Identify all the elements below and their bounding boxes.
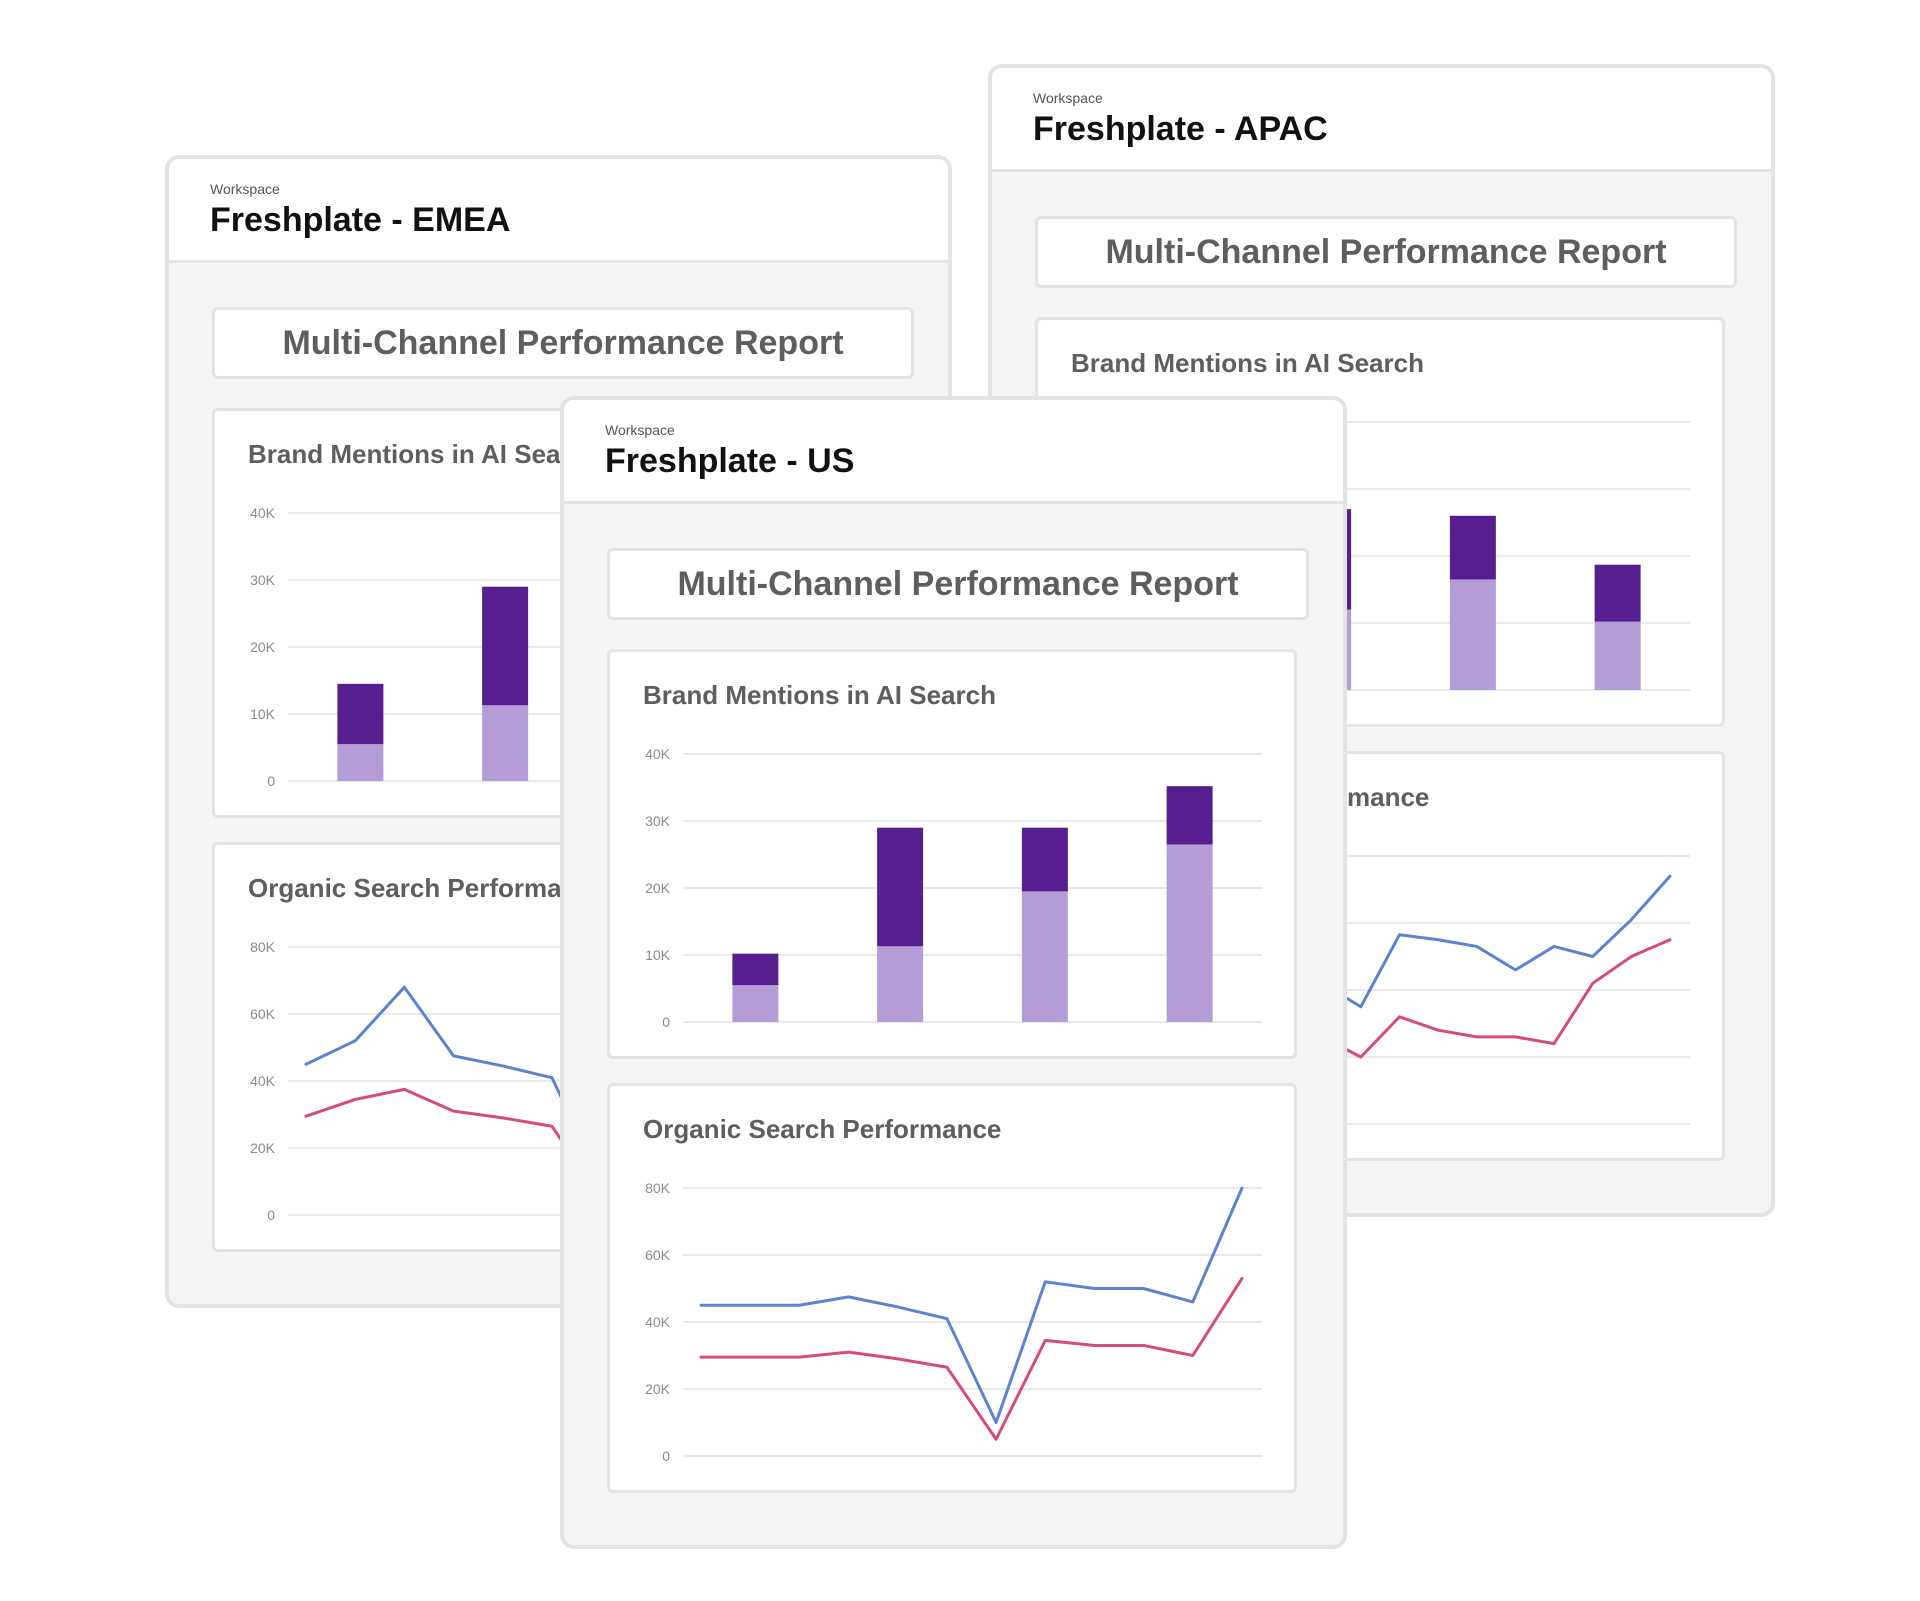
y-tick-label: 40K <box>645 1314 671 1330</box>
bar-segment <box>732 985 779 1022</box>
bar-segment <box>1594 621 1641 690</box>
bar-segment <box>1021 891 1068 1022</box>
workspace-name[interactable]: Freshplate - US <box>605 442 855 480</box>
y-tick-label: 20K <box>250 639 276 655</box>
bar-segment <box>337 683 384 745</box>
bar-segment <box>1449 515 1496 580</box>
y-tick-label: 30K <box>250 572 276 588</box>
y-tick-label: 20K <box>250 1140 276 1156</box>
y-tick-label: 40K <box>645 746 671 762</box>
y-tick-label: 40K <box>250 1073 276 1089</box>
chart-title: Brand Mentions in AI Search <box>248 439 601 469</box>
bar-segment <box>1594 564 1641 622</box>
workspace-label: Workspace <box>1033 90 1103 106</box>
y-tick-label: 10K <box>250 706 276 722</box>
bar-segment <box>1021 827 1068 892</box>
y-tick-label: 80K <box>250 939 276 955</box>
bar-segment <box>482 586 529 706</box>
chart-title: Brand Mentions in AI Search <box>1071 348 1424 378</box>
y-tick-label: 20K <box>645 880 671 896</box>
report-title: Multi-Channel Performance Report <box>1035 216 1737 288</box>
y-tick-label: 0 <box>662 1448 670 1464</box>
y-tick-label: 10K <box>645 947 671 963</box>
bar-segment <box>337 744 384 781</box>
organic-search-chart: 0 20K 40K 60K 80K <box>645 1180 1262 1464</box>
y-tick-label: 20K <box>645 1381 671 1397</box>
brand-mentions-chart: 0 10K 20K 30K 40K <box>645 746 1262 1030</box>
workspace-header: Workspace Freshplate - US <box>564 400 1343 504</box>
report-title: Multi-Channel Performance Report <box>212 307 914 379</box>
bar-segment <box>877 827 924 947</box>
bar-segment <box>1449 579 1496 690</box>
bar-segment <box>877 946 924 1022</box>
bar-segment <box>732 953 779 986</box>
chart-title: Organic Search Performance <box>643 1114 1002 1144</box>
y-tick-label: 60K <box>645 1247 671 1263</box>
workspace-label: Workspace <box>605 422 675 438</box>
y-tick-label: 0 <box>662 1014 670 1030</box>
report-title: Multi-Channel Performance Report <box>607 548 1309 620</box>
workspace-name[interactable]: Freshplate - APAC <box>1033 110 1328 148</box>
chart-title: Brand Mentions in AI Search <box>643 680 996 710</box>
y-tick-label: 60K <box>250 1006 276 1022</box>
bar-segment <box>1166 786 1213 845</box>
chart-title: Organic Search Performance <box>248 873 607 903</box>
y-tick-label: 40K <box>250 505 276 521</box>
y-tick-label: 0 <box>267 1207 275 1223</box>
workspace-header: Workspace Freshplate - EMEA <box>169 159 948 263</box>
y-tick-label: 0 <box>267 773 275 789</box>
organic-search-chart-card: 0 20K 40K 60K 80K Organic Search Performance <box>607 1083 1297 1493</box>
bar-segment <box>482 705 529 781</box>
y-tick-label: 80K <box>645 1180 671 1196</box>
y-tick-label: 30K <box>645 813 671 829</box>
workspace-name[interactable]: Freshplate - EMEA <box>210 201 511 239</box>
bar-segment <box>1166 844 1213 1022</box>
workspace-card-us: Workspace Freshplate - US Multi-Channel … <box>560 396 1347 1549</box>
workspace-label: Workspace <box>210 181 280 197</box>
series-line <box>699 1186 1244 1424</box>
brand-mentions-chart-card: 0 10K 20K 30K 40K Brand Mentions in AI Searc… <box>607 649 1297 1059</box>
series-line <box>699 1276 1244 1441</box>
workspace-header: Workspace Freshplate - APAC <box>992 68 1771 172</box>
